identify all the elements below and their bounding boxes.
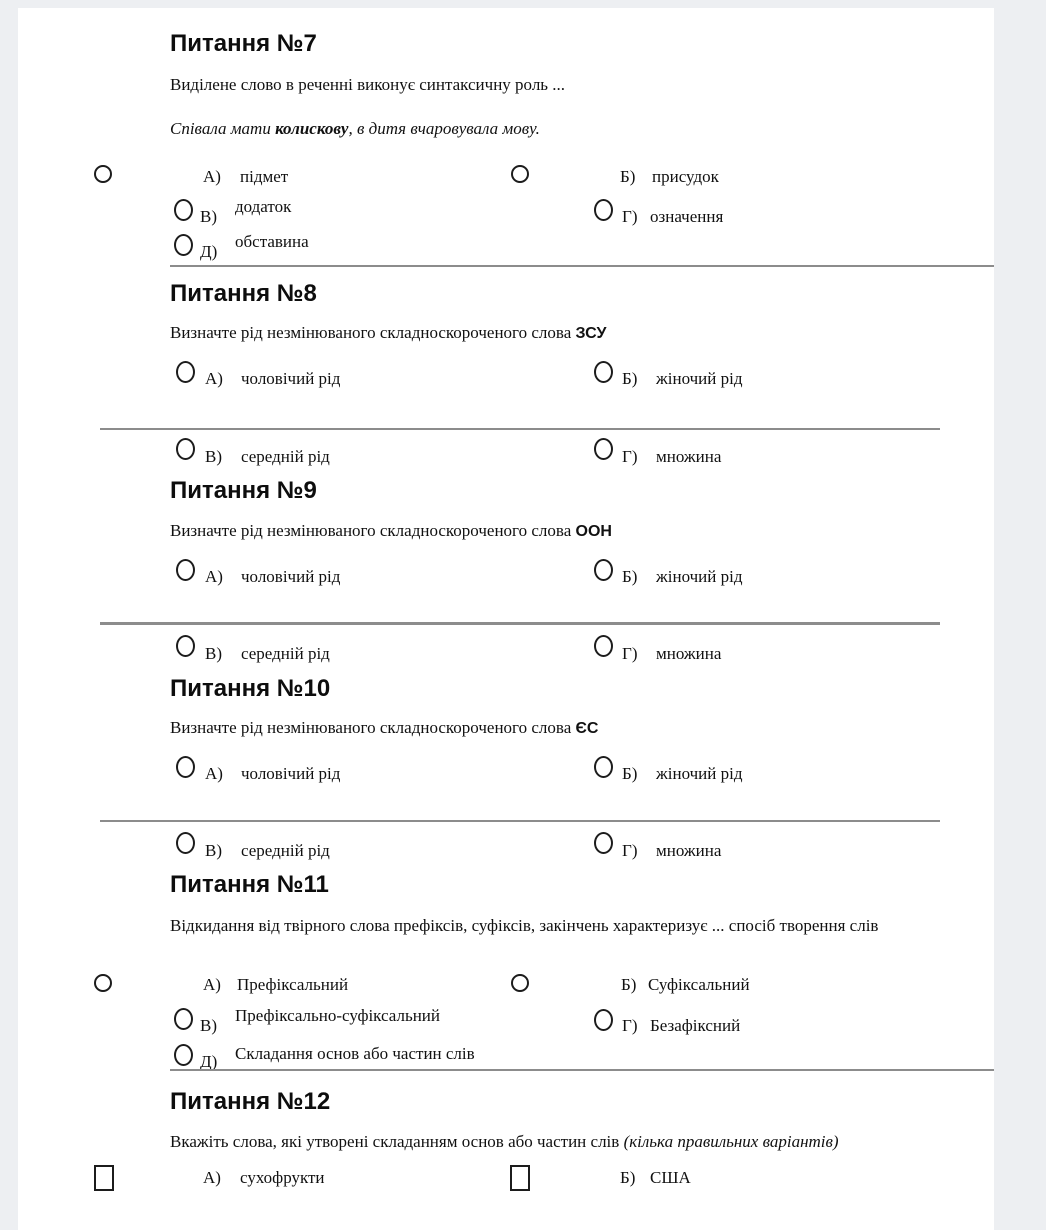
question-12-prompt: Вкажіть слова, які утворені складанням о… (170, 1132, 839, 1151)
q7-option-d-radio[interactable] (174, 234, 193, 256)
q9-option-g-letter: Г) (622, 644, 638, 663)
page-break-divider (100, 428, 940, 430)
page-break-divider (100, 820, 940, 822)
q7-option-a-letter: А) (203, 167, 221, 186)
q9-option-b-letter: Б) (622, 567, 638, 586)
q10-option-g-letter: Г) (622, 841, 638, 860)
q9-option-v-letter: В) (205, 644, 222, 663)
q8-option-v-letter: В) (205, 447, 222, 466)
question-7-title: Питання №7 (170, 30, 317, 57)
q9-option-v-radio[interactable] (176, 635, 195, 657)
q12-option-b-letter: Б) (620, 1168, 636, 1187)
q8-option-a-radio[interactable] (176, 361, 195, 383)
q10-option-a-radio[interactable] (176, 756, 195, 778)
prompt-note: (кілька правильних варіантів) (623, 1132, 839, 1151)
q9-option-b-text: жіночий рід (656, 567, 743, 586)
q7-option-v-letter: В) (200, 207, 217, 226)
q7-option-v-radio[interactable] (174, 199, 193, 221)
question-12-title: Питання №12 (170, 1088, 331, 1115)
q8-option-g-text: множина (656, 447, 722, 466)
question-7-example: Співала мати колискову, в дитя вчаровува… (170, 119, 540, 138)
question-11-prompt: Відкидання від твірного слова префіксів,… (170, 916, 879, 935)
q8-option-a-text: чоловічий рід (241, 369, 341, 388)
abbreviation: ЄС (575, 720, 599, 737)
q11-option-b-text: Суфіксальний (648, 975, 750, 994)
q11-option-b-radio[interactable] (511, 974, 529, 992)
q8-option-g-radio[interactable] (594, 438, 613, 460)
q9-option-g-text: множина (656, 644, 722, 663)
section-divider (170, 1069, 994, 1071)
q7-option-a-radio[interactable] (94, 165, 112, 183)
q10-option-v-letter: В) (205, 841, 222, 860)
q7-option-g-text: означення (650, 207, 724, 226)
document-page (18, 8, 994, 1230)
q11-option-g-radio[interactable] (594, 1009, 613, 1031)
q7-option-a-text: підмет (240, 167, 289, 186)
q8-option-g-letter: Г) (622, 447, 638, 466)
q12-option-a-text: сухофрукти (240, 1168, 325, 1187)
question-9-prompt: Визначте рід незмінюваного складноскороч… (170, 521, 612, 540)
q11-option-v-letter: В) (200, 1016, 217, 1035)
q7-option-d-letter: Д) (200, 242, 218, 261)
question-10-title: Питання №10 (170, 675, 331, 702)
question-9-title: Питання №9 (170, 477, 317, 504)
question-7-prompt: Виділене слово в реченні виконує синтакс… (170, 75, 566, 94)
q7-option-b-text: присудок (652, 167, 719, 186)
q9-option-a-text: чоловічий рід (241, 567, 341, 586)
highlighted-word: колискову (275, 119, 349, 138)
question-11-title: Питання №11 (170, 871, 329, 898)
page-break-divider (100, 622, 940, 625)
q11-option-a-text: Префіксальний (237, 975, 349, 994)
q11-option-a-letter: А) (203, 975, 221, 994)
question-8-prompt: Визначте рід незмінюваного складноскороч… (170, 323, 607, 342)
q8-option-a-letter: А) (205, 369, 223, 388)
q10-option-v-text: середній рід (241, 841, 330, 860)
q7-option-b-letter: Б) (620, 167, 636, 186)
q7-option-d-text: обставина (235, 232, 309, 251)
q12-option-a-letter: А) (203, 1168, 221, 1187)
q9-option-v-text: середній рід (241, 644, 330, 663)
q10-option-a-text: чоловічий рід (241, 764, 341, 783)
q10-option-b-radio[interactable] (594, 756, 613, 778)
q8-option-b-text: жіночий рід (656, 369, 743, 388)
abbreviation: ООН (575, 523, 612, 540)
q7-option-v-text: додаток (235, 197, 292, 216)
q7-option-g-radio[interactable] (594, 199, 613, 221)
q10-option-a-letter: А) (205, 764, 223, 783)
q9-option-a-radio[interactable] (176, 559, 195, 581)
q10-option-b-letter: Б) (622, 764, 638, 783)
q11-option-d-letter: Д) (200, 1052, 218, 1071)
q9-option-a-letter: А) (205, 567, 223, 586)
q10-option-b-text: жіночий рід (656, 764, 743, 783)
q7-option-b-radio[interactable] (511, 165, 529, 183)
q12-option-a-checkbox[interactable] (94, 1165, 114, 1191)
q11-option-b-letter: Б) (621, 975, 637, 994)
q8-option-b-radio[interactable] (594, 361, 613, 383)
q11-option-a-radio[interactable] (94, 974, 112, 992)
q9-option-g-radio[interactable] (594, 635, 613, 657)
q11-option-g-letter: Г) (622, 1016, 638, 1035)
q12-option-b-checkbox[interactable] (510, 1165, 530, 1191)
q11-option-v-radio[interactable] (174, 1008, 193, 1030)
question-8-title: Питання №8 (170, 280, 317, 307)
q10-option-g-radio[interactable] (594, 832, 613, 854)
q10-option-v-radio[interactable] (176, 832, 195, 854)
q8-option-v-radio[interactable] (176, 438, 195, 460)
q12-option-b-text: США (650, 1168, 691, 1187)
q11-option-d-text: Складання основ або частин слів (235, 1044, 475, 1063)
q8-option-v-text: середній рід (241, 447, 330, 466)
q7-option-g-letter: Г) (622, 207, 638, 226)
q10-option-g-text: множина (656, 841, 722, 860)
q9-option-b-radio[interactable] (594, 559, 613, 581)
q11-option-v-text: Префіксально-суфіксальний (235, 1006, 440, 1025)
q11-option-d-radio[interactable] (174, 1044, 193, 1066)
q11-option-g-text: Безафіксний (650, 1016, 741, 1035)
abbreviation: ЗСУ (575, 325, 607, 342)
section-divider (170, 265, 994, 267)
question-10-prompt: Визначте рід незмінюваного складноскороч… (170, 718, 599, 737)
q8-option-b-letter: Б) (622, 369, 638, 388)
